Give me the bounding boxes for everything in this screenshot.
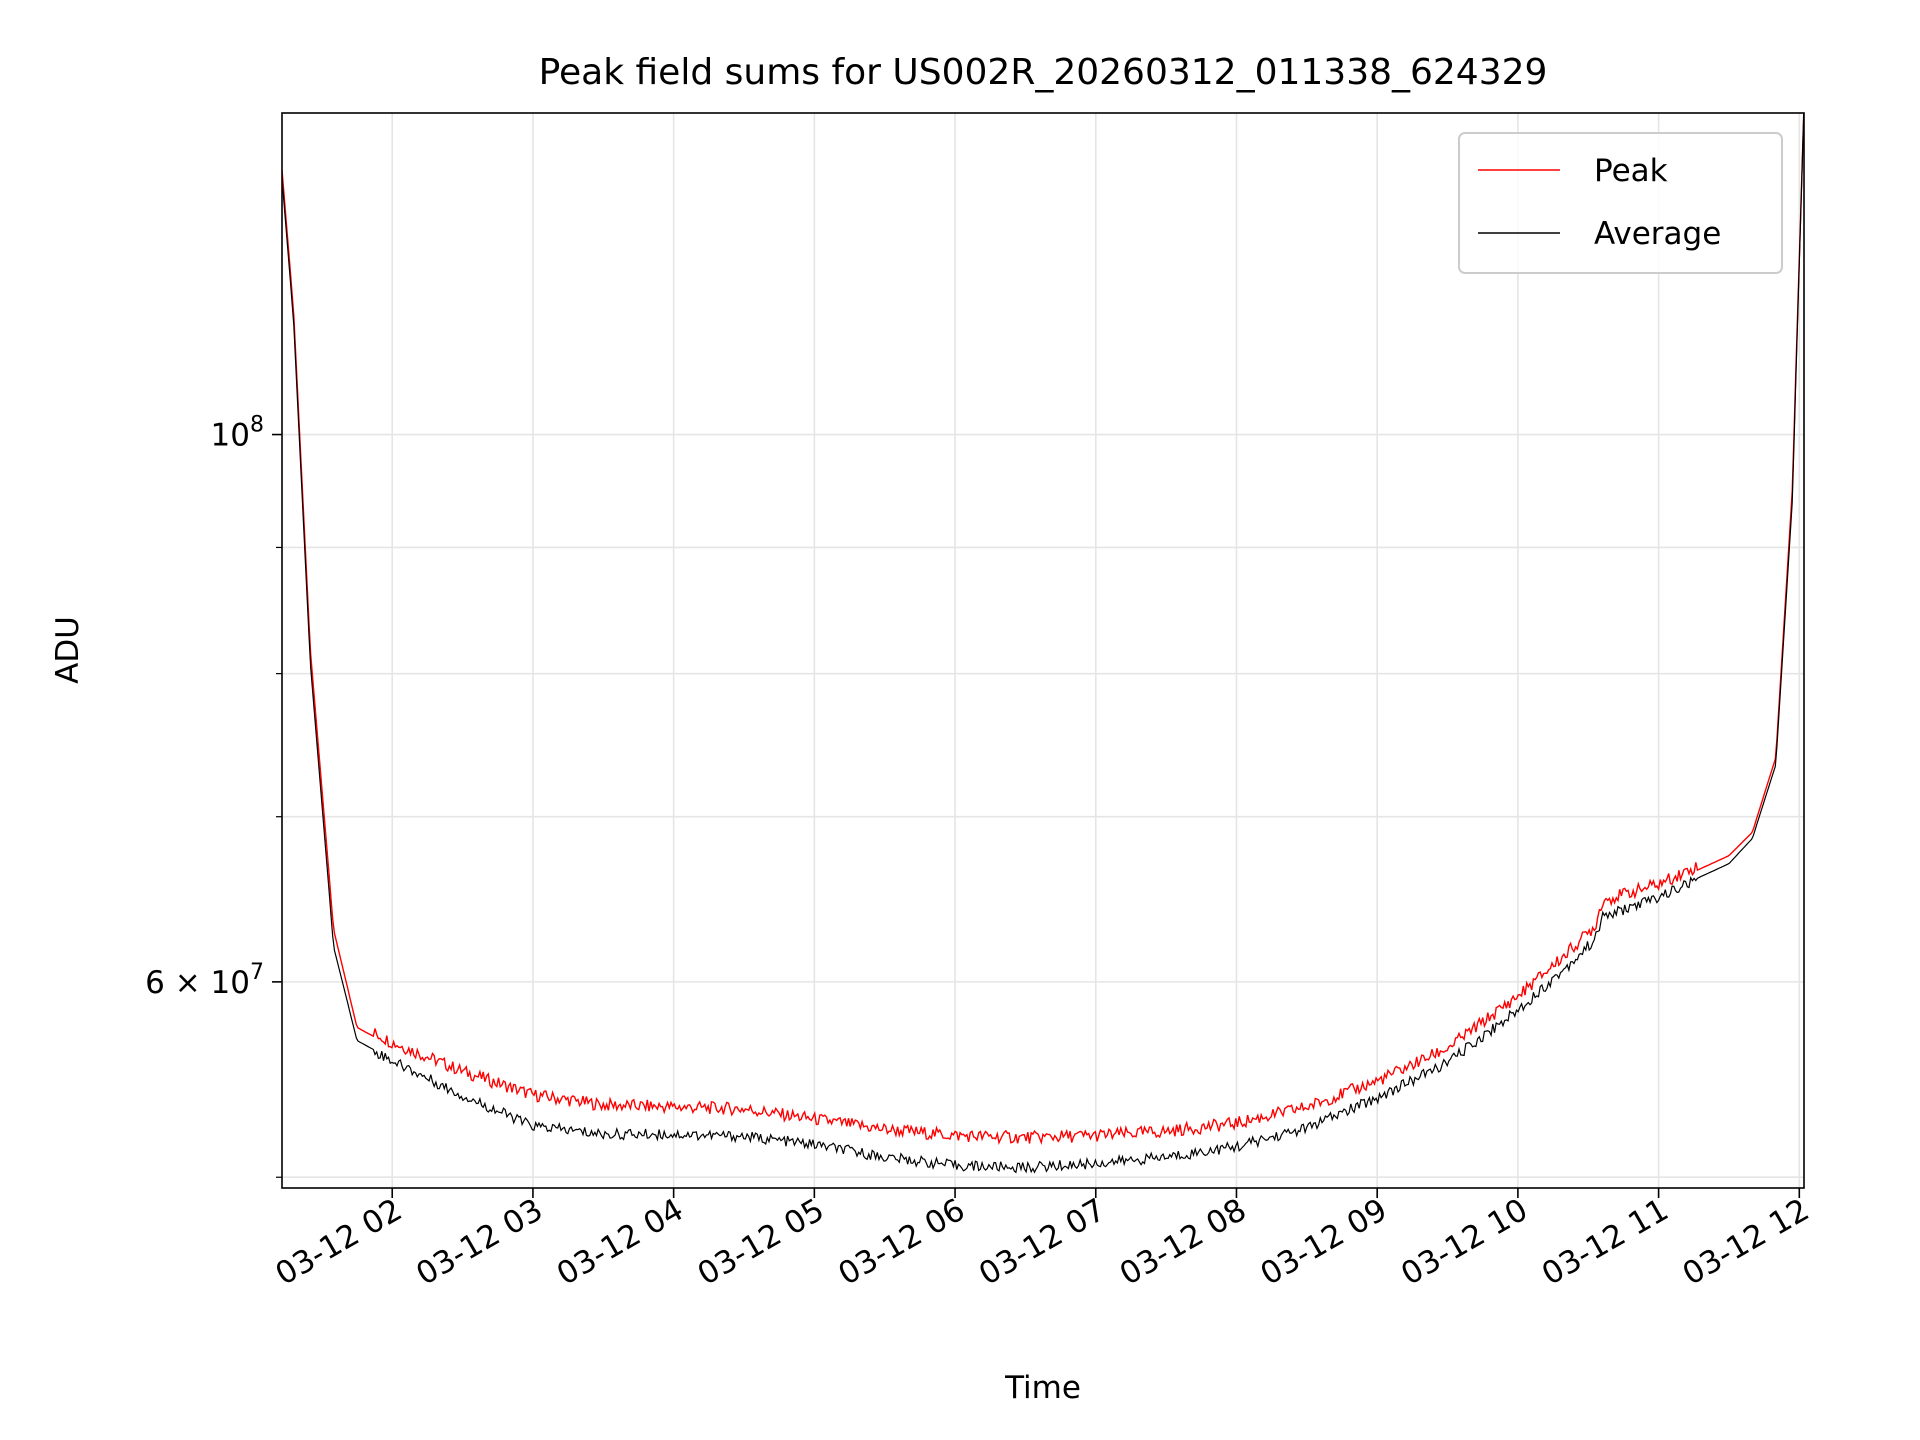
chart-title: Peak field sums for US002R_20260312_0113… — [539, 52, 1548, 93]
legend-box — [1458, 132, 1783, 274]
plot-frame — [281, 112, 1805, 1189]
legend-label-average: Average — [1594, 216, 1721, 252]
x-axis-label: Time — [1004, 1370, 1081, 1406]
series-line-average — [282, 113, 1804, 1174]
legend: Peak Average — [1458, 132, 1783, 274]
series-line-peak — [282, 113, 1804, 1145]
series-lines — [282, 113, 1804, 1174]
y-tick-base: 6 × 10 — [145, 965, 250, 1001]
y-tick-base: 10 — [211, 418, 250, 454]
y-tick-exponent: 7 — [250, 960, 264, 985]
y-axis-label: ADU — [50, 616, 86, 684]
y-tick-exponent: 8 — [250, 413, 264, 438]
y-tick-label: 6 × 107 — [145, 960, 264, 1001]
grid-lines — [282, 113, 1804, 1188]
legend-label-peak: Peak — [1594, 153, 1668, 189]
y-tick-label: 108 — [211, 413, 264, 454]
